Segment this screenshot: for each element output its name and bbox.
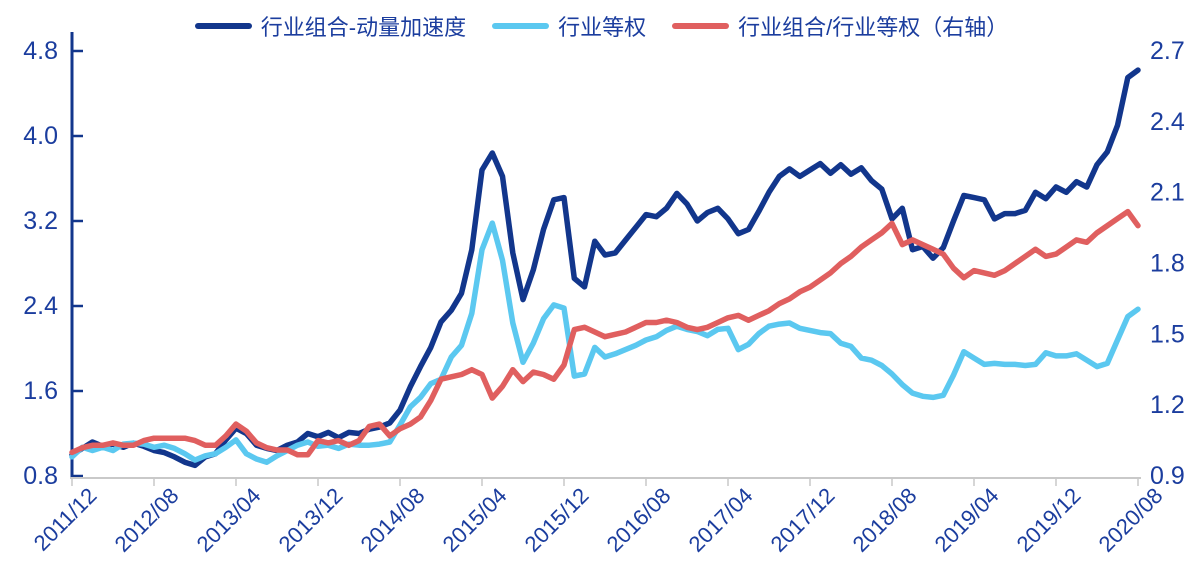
x-axis-label: 2015/04: [438, 483, 512, 557]
right-axis-label: 0.9: [1150, 462, 1185, 490]
legend-item-equal-weight: 行业等权: [492, 10, 646, 42]
series-line: [69, 208, 1141, 458]
legend-item-portfolio-momentum: 行业组合-动量加速度: [194, 10, 467, 42]
legend-swatch-equal-weight: [492, 22, 550, 30]
x-axis-label: 2013/04: [192, 483, 266, 557]
right-axis-label: 1.5: [1150, 320, 1185, 348]
right-axis-label: 2.4: [1150, 108, 1185, 136]
left-axis-label: 3.2: [23, 207, 58, 235]
legend-swatch-portfolio-momentum: [194, 22, 252, 30]
legend-label-portfolio-momentum: 行业组合-动量加速度: [260, 15, 467, 40]
x-axis-label: 2011/12: [29, 483, 102, 556]
legend-label-equal-weight: 行业等权: [558, 15, 647, 40]
series-line: [69, 67, 1141, 469]
right-axis-label: 1.2: [1150, 391, 1185, 419]
right-axis-label: 1.8: [1150, 250, 1185, 278]
left-axis-label: 4.0: [23, 122, 58, 150]
x-axis-label: 2020/08: [1094, 483, 1168, 557]
series-line: [69, 220, 1141, 465]
x-axis-label: 2019/04: [930, 483, 1004, 557]
x-axis-label: 2016/08: [602, 483, 676, 557]
x-axis-label: 2019/12: [1012, 483, 1086, 557]
legend-item-ratio-right-axis: 行业组合/行业等权（右轴）: [672, 10, 1008, 42]
x-axis-label: 2018/08: [848, 483, 922, 557]
x-axis-label: 2014/08: [356, 483, 430, 557]
x-axis-label: 2013/12: [274, 483, 348, 557]
left-axis-label: 4.8: [23, 37, 58, 65]
x-axis-label: 2017/04: [684, 483, 758, 557]
legend-label-ratio-right-axis: 行业组合/行业等权（右轴）: [738, 15, 1009, 40]
x-axis-label: 2015/12: [520, 483, 594, 557]
left-axis-label: 2.4: [23, 292, 58, 320]
x-axis-label: 2012/08: [110, 483, 184, 557]
right-axis-label: 2.7: [1150, 37, 1185, 65]
chart-legend: 行业组合-动量加速度 行业等权 行业组合/行业等权（右轴）: [0, 10, 1203, 42]
left-axis-label: 0.8: [23, 462, 58, 490]
x-axis-label: 2017/12: [766, 483, 840, 557]
left-axis-label: 1.6: [23, 377, 58, 405]
right-axis-label: 2.1: [1150, 179, 1185, 207]
legend-swatch-ratio-right-axis: [672, 22, 730, 30]
